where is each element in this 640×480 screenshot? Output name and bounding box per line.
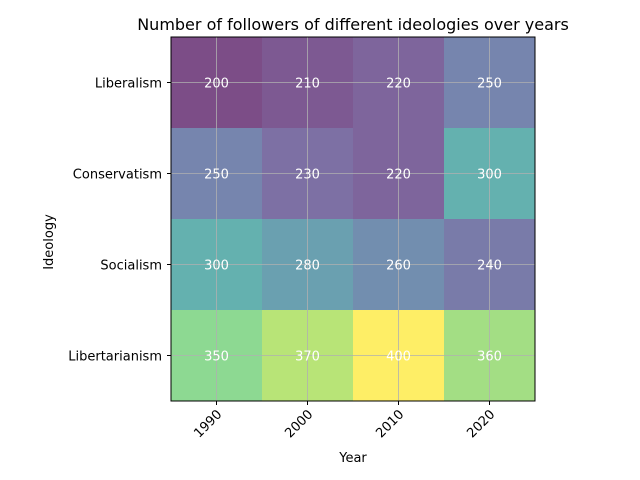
cell-value-label: 210	[295, 77, 320, 92]
x-tick-label: 2010	[373, 407, 407, 441]
cell-value-label: 360	[477, 350, 502, 365]
cell-value-label: 370	[295, 350, 320, 365]
cell-value-label: 250	[204, 168, 229, 183]
y-axis-ticks: Liberalism Conservatism Socialism Libertari…	[68, 77, 171, 365]
cell-value-label: 280	[295, 259, 320, 274]
y-tick-label: Libertarianism	[68, 350, 162, 365]
cell-value-label: 250	[477, 77, 502, 92]
x-axis-label: Year	[338, 451, 367, 466]
cell-value-label: 260	[386, 259, 411, 274]
grid-lines	[171, 37, 535, 401]
heatmap-cells	[171, 37, 536, 402]
y-tick-label: Conservatism	[73, 168, 162, 183]
cell-value-label: 300	[204, 259, 229, 274]
cell-value-label: 230	[295, 168, 320, 183]
cell-value-label: 240	[477, 259, 502, 274]
cell-value-label: 220	[386, 168, 411, 183]
x-tick-label: 1990	[191, 407, 225, 441]
plot-area-frame	[170, 36, 536, 402]
chart-title: Number of followers of different ideolog…	[137, 15, 569, 34]
cell-value-label: 350	[204, 350, 229, 365]
cell-value-label: 200	[204, 77, 229, 92]
x-tick-label: 2020	[464, 407, 498, 441]
cell-value-label: 400	[386, 350, 411, 365]
cell-value-label: 220	[386, 77, 411, 92]
y-tick-label: Socialism	[100, 259, 162, 274]
x-tick-label: 2000	[282, 407, 316, 441]
x-axis-ticks: 1990 2000 2010 2020	[191, 401, 498, 441]
cell-value-labels: 200 210 220 250 250 230 220 300 300 280 260 240 350 3…	[204, 77, 502, 365]
y-axis-label: Ideology	[42, 214, 57, 270]
y-tick-label: Liberalism	[95, 77, 162, 92]
cell-value-label: 300	[477, 168, 502, 183]
